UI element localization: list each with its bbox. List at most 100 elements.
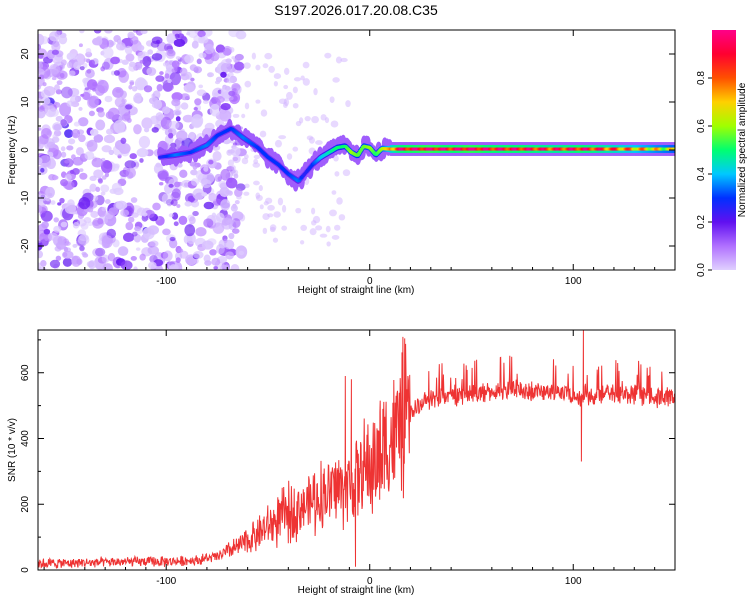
noise-blob: [169, 236, 176, 242]
noise-blob: [183, 83, 195, 93]
noise-blob: [218, 180, 228, 189]
noise-blob: [102, 47, 114, 59]
noise-blob: [295, 207, 302, 214]
noise-blob: [86, 69, 92, 74]
noise-blob: [43, 102, 54, 110]
noise-blob: [182, 114, 194, 123]
noise-blob: [274, 139, 283, 148]
noise-blob: [168, 132, 174, 139]
noise-blob: [101, 61, 110, 70]
noise-blob: [174, 181, 181, 188]
noise-blob: [244, 102, 250, 110]
noise-blob: [124, 160, 136, 169]
noise-blob: [306, 135, 314, 141]
noise-blob: [114, 163, 120, 169]
noise-blob: [38, 68, 45, 77]
noise-blob: [106, 128, 114, 135]
noise-blob: [188, 131, 195, 140]
noise-blob: [223, 238, 228, 244]
noise-blob: [95, 119, 106, 131]
noise-blob: [175, 56, 181, 60]
noise-blob: [158, 182, 164, 186]
noise-blob: [100, 191, 106, 196]
noise-blob: [196, 89, 207, 97]
noise-blob: [176, 204, 181, 208]
noise-blob: [258, 185, 263, 192]
noise-blob: [197, 30, 206, 38]
noise-blob: [315, 140, 323, 145]
noise-blob: [48, 108, 59, 117]
noise-blob: [255, 64, 261, 71]
noise-blob: [75, 147, 84, 156]
noise-blob: [283, 98, 290, 107]
noise-blob: [189, 216, 196, 225]
colorbar-tick-label: 0.2: [696, 215, 707, 229]
noise-blob: [244, 80, 252, 88]
snr-ytick-label: 0: [20, 567, 31, 573]
noise-blob: [86, 79, 98, 90]
colorbar-gradient: [712, 30, 736, 270]
noise-blob: [233, 57, 240, 63]
noise-blob: [281, 204, 287, 213]
noise-blob: [184, 201, 192, 207]
snr-xtick-label: 0: [367, 576, 373, 587]
noise-blob: [131, 212, 139, 218]
noise-blob: [78, 117, 89, 127]
noise-blob: [161, 193, 173, 205]
noise-blob: [129, 81, 135, 86]
snr-ytick-label: 400: [20, 430, 31, 447]
noise-blob: [125, 167, 136, 179]
noise-blob: [87, 221, 93, 227]
noise-blob: [180, 102, 189, 110]
noise-blob: [71, 255, 82, 267]
noise-blob: [208, 159, 214, 165]
noise-blob: [231, 169, 239, 177]
noise-blob: [168, 238, 178, 249]
noise-blob: [107, 252, 116, 262]
noise-blob: [92, 195, 99, 201]
noise-blob: [213, 92, 219, 96]
snr-xlabel: Height of straight line (km): [298, 585, 415, 596]
noise-blob: [40, 210, 53, 222]
noise-blob: [286, 153, 293, 160]
noise-blob: [116, 41, 126, 51]
noise-blob: [315, 225, 323, 231]
spectrogram-ytick-label: -20: [20, 238, 31, 253]
noise-blob: [38, 156, 43, 165]
noise-blob: [302, 61, 310, 69]
noise-blob: [90, 210, 99, 218]
colorbar-tick-label: 0.8: [696, 71, 707, 85]
noise-blob: [63, 158, 74, 168]
noise-blob: [239, 213, 246, 222]
noise-blob: [311, 115, 319, 124]
noise-blob: [329, 209, 337, 217]
noise-blob: [84, 87, 89, 91]
noise-blob: [138, 135, 151, 149]
noise-blob: [193, 106, 198, 111]
spectrogram-ytick-label: 10: [20, 96, 31, 108]
noise-blob: [86, 260, 95, 268]
noise-blob: [171, 188, 181, 199]
noise-blob: [167, 203, 172, 207]
noise-blob: [168, 183, 174, 188]
noise-blob: [227, 149, 235, 154]
noise-blob: [219, 259, 225, 263]
noise-blob: [137, 51, 146, 59]
noise-blob: [117, 246, 129, 257]
noise-blob: [171, 60, 180, 69]
noise-blob: [68, 138, 76, 145]
noise-blob: [329, 96, 335, 104]
noise-blob: [309, 228, 317, 236]
noise-blob: [180, 35, 187, 41]
noise-blob: [173, 221, 179, 227]
noise-blob: [174, 67, 179, 71]
noise-blob: [333, 155, 339, 162]
noise-blob: [175, 116, 181, 122]
noise-blob: [228, 90, 236, 97]
noise-blob: [54, 84, 60, 91]
noise-blob: [209, 103, 221, 117]
noise-blob: [180, 93, 190, 101]
noise-blob: [191, 117, 203, 129]
noise-blob: [53, 217, 59, 223]
